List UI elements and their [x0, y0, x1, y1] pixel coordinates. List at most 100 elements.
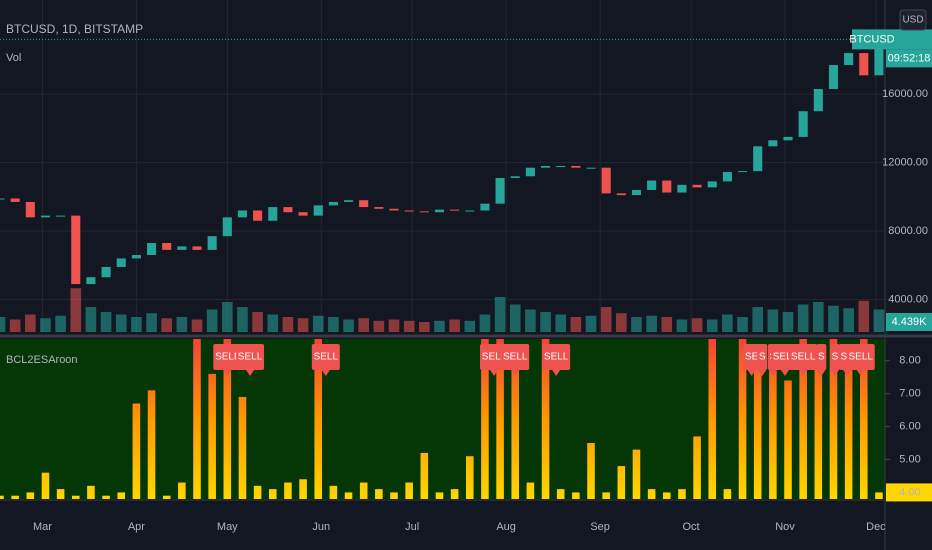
sell-marker: [213, 344, 242, 370]
indicator-bar: [769, 350, 777, 499]
candle: [40, 215, 51, 218]
sell-label: SE: [745, 352, 759, 363]
volume-bar: [449, 319, 460, 332]
volume-bar: [419, 322, 430, 332]
candle: [434, 209, 445, 213]
candle: [859, 53, 869, 76]
candle: [419, 211, 429, 213]
candle: [177, 246, 187, 250]
indicator-bar: [314, 339, 323, 499]
indicator-bar: [87, 485, 95, 499]
indicator-bar: [526, 482, 535, 499]
sell-marker: [829, 344, 840, 370]
volume-bar: [631, 317, 642, 332]
currency-label[interactable]: USD: [902, 15, 923, 26]
indicator-bar: [405, 482, 413, 499]
indicator-bar: [541, 339, 550, 499]
sell-label: S: [818, 352, 825, 363]
y-tick-label: 5.00: [899, 453, 920, 465]
x-tick-label: Apr: [128, 521, 145, 533]
candle: [313, 205, 323, 216]
countdown: 09:52:18: [888, 52, 931, 64]
candle: [0, 198, 5, 200]
last-price-tag: [852, 29, 932, 50]
volume-bar: [858, 300, 870, 332]
candle: [495, 177, 505, 204]
indicator-background: [0, 339, 885, 499]
indicator-title: BCL2ESAroon: [6, 354, 78, 366]
indicator-bar: [344, 492, 353, 499]
candle: [298, 212, 308, 216]
candle: [525, 167, 535, 177]
sell-marker: [542, 344, 571, 370]
indicator-bar: [693, 436, 701, 499]
candle: [601, 167, 611, 194]
indicator-bar: [465, 456, 474, 499]
indicator-bar: [41, 472, 50, 499]
indicator-bar: [678, 489, 686, 499]
indicator-bar: [662, 492, 671, 499]
volume-bar: [297, 318, 309, 332]
indicator-bar: [147, 390, 156, 499]
indicator-bar: [26, 492, 35, 499]
sell-label: SELL: [215, 352, 240, 363]
candle: [692, 184, 702, 188]
sell-pointer: [758, 370, 767, 376]
candle: [450, 209, 460, 211]
candle: [343, 200, 354, 202]
candle: [556, 166, 566, 167]
volume-bar: [358, 318, 370, 332]
candle: [798, 111, 808, 137]
x-tick-label: Oct: [682, 521, 699, 533]
volume-bar: [525, 309, 536, 332]
indicator-bar: [814, 354, 823, 499]
indicator-bar: [223, 339, 232, 499]
sell-pointer: [768, 370, 777, 376]
candle: [253, 210, 263, 221]
volume-bar: [706, 319, 718, 332]
currency-button[interactable]: [899, 9, 927, 31]
sell-pointer: [780, 370, 789, 376]
indicator-bar: [375, 489, 383, 499]
volume-bar: [25, 314, 36, 332]
indicator-bar: [632, 449, 641, 499]
candle: [207, 236, 217, 250]
sell-marker: [789, 344, 818, 370]
volume-bar: [115, 314, 127, 332]
volume-bar: [267, 314, 279, 332]
sell-marker: [743, 344, 760, 370]
indicator-last-tag: [886, 483, 932, 502]
sell-marker: [757, 344, 768, 370]
candle: [662, 180, 672, 193]
candle: [192, 246, 202, 250]
indicator-bar: [738, 339, 747, 499]
volume-bar: [813, 302, 824, 332]
indicator-bar: [299, 479, 307, 499]
volume-bar: [373, 320, 385, 332]
candle: [237, 210, 248, 218]
indicator-bar: [572, 492, 580, 499]
sell-pointer: [843, 370, 852, 376]
volume-bar: [100, 312, 112, 332]
volume-bar: [388, 319, 400, 332]
volume-bar: [191, 319, 203, 332]
volume-bar: [479, 314, 491, 332]
volume-bar: [55, 315, 66, 332]
volume-bar: [282, 317, 294, 332]
candle: [768, 140, 778, 147]
sell-label: SELL: [773, 352, 798, 363]
sell-pointer: [747, 370, 756, 376]
indicator-bar: [162, 495, 171, 499]
last-price-symbol: BTCUSD: [849, 33, 894, 45]
candle: [616, 193, 626, 196]
sell-label: SELL: [791, 352, 816, 363]
candle: [268, 207, 278, 221]
y-tick-label: 6.00: [899, 420, 920, 432]
volume-last-label: 4.439K: [892, 316, 928, 328]
volume-bar: [464, 320, 476, 332]
sell-label: SELL: [238, 352, 263, 363]
indicator-bar: [450, 489, 459, 499]
sell-pointer: [490, 370, 499, 376]
sell-pointer: [321, 370, 330, 376]
indicator-bar: [587, 443, 595, 499]
